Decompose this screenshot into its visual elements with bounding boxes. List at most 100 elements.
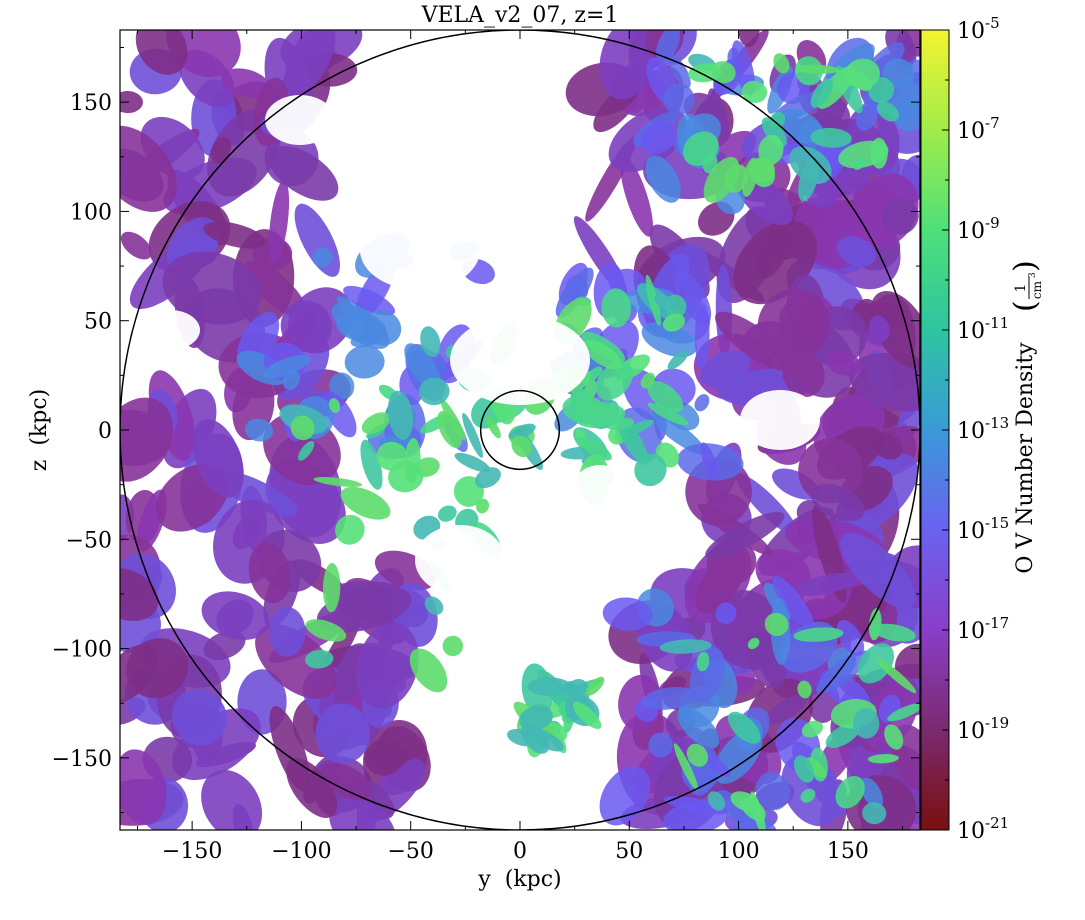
colorbar-tick-power: -9 [985, 214, 1000, 232]
density-blob [872, 623, 916, 642]
y-tick-label: 150 [70, 91, 112, 116]
density-blob [857, 643, 895, 684]
colorbar-unit-numerator: 1 [1013, 284, 1029, 293]
density-blob [645, 155, 681, 203]
colorbar-tick-power: -15 [985, 514, 1009, 532]
density-blob [741, 80, 768, 103]
density-blob [162, 251, 262, 325]
density-blob [826, 351, 862, 376]
density-blob [836, 619, 865, 656]
density-blob [305, 619, 347, 642]
chart-title: VELA_v2_07, z=1 [421, 3, 619, 28]
density-blob [210, 136, 232, 164]
y-tick-label: −100 [52, 638, 112, 663]
void-region [140, 310, 200, 350]
density-blob [653, 294, 679, 311]
density-blob [316, 585, 412, 633]
colorbar-tick-label: 10-7 [957, 114, 1000, 144]
x-tick-label: 50 [615, 839, 643, 864]
density-blob [882, 58, 915, 89]
density-blob [126, 638, 189, 699]
colorbar-label: O V Number Density ( 1 cm 3 ) [1008, 260, 1044, 573]
density-blob [853, 708, 880, 739]
density-blob [677, 707, 720, 749]
void-region [530, 575, 590, 625]
x-tick-label: 0 [513, 839, 527, 864]
density-blob [810, 484, 865, 522]
colorbar-tick-base: 10 [957, 819, 985, 844]
density-blob [248, 542, 291, 604]
density-blob [700, 442, 719, 481]
x-tick-label: −150 [162, 839, 222, 864]
density-blob [617, 418, 649, 466]
density-blob [641, 321, 698, 358]
y-tick-label: −50 [66, 528, 112, 553]
colorbar-unit-denominator: cm [1030, 280, 1044, 299]
density-blob [263, 355, 311, 379]
density-blob [894, 96, 920, 131]
density-blob [120, 231, 152, 260]
density-blob [171, 688, 227, 746]
density-blob [765, 694, 808, 724]
density-blob [244, 260, 307, 318]
colorbar-tick-base: 10 [957, 419, 985, 444]
density-blob [705, 511, 785, 559]
density-blob [641, 121, 677, 155]
x-tick-label: −100 [271, 839, 331, 864]
colorbar-ticks: 10-510-710-910-1110-1310-1510-1710-1910-… [942, 14, 1009, 844]
void-region [360, 210, 480, 290]
density-blob [344, 345, 385, 379]
density-blob [120, 749, 167, 825]
density-blob [599, 766, 651, 826]
colorbar-tick-label: 10-21 [957, 814, 1009, 844]
density-blob [673, 743, 699, 791]
density-blob [361, 412, 391, 434]
density-blob [486, 416, 501, 439]
density-blob [648, 732, 673, 758]
density-blob [454, 452, 491, 473]
density-blob [519, 705, 553, 731]
density-blob [418, 377, 450, 406]
density-blob [662, 313, 686, 332]
colorbar-tick-label: 10-17 [957, 614, 1009, 644]
density-blob [764, 612, 789, 637]
density-blob [810, 127, 852, 148]
density-blob [201, 769, 263, 830]
x-axis: −150 −100 −50 0 50 100 150 [136, 30, 904, 864]
density-blob [793, 627, 844, 642]
void-region [450, 315, 590, 405]
density-blob [850, 72, 873, 92]
y-tick-label: −150 [52, 747, 112, 772]
density-blob [659, 639, 712, 654]
x-tick-label: −50 [387, 839, 433, 864]
density-blob [881, 198, 919, 235]
density-blob [387, 390, 414, 440]
density-blob [663, 800, 729, 830]
density-blob [120, 397, 173, 482]
density-blob [656, 30, 680, 63]
density-blob [825, 722, 861, 748]
density-blob [727, 711, 761, 744]
density-blob [305, 649, 334, 669]
inner-radius-circle [479, 389, 561, 471]
radius-circles [120, 30, 920, 830]
colorbar-tick-label: 10-5 [957, 14, 1000, 44]
density-blob [795, 64, 840, 74]
colorbar-tick-power: -13 [985, 414, 1009, 432]
density-blob [702, 751, 731, 778]
density-blob [120, 568, 159, 622]
colorbar-tick-base: 10 [957, 319, 985, 344]
y-tick-label: 100 [70, 200, 112, 225]
colorbar-unit-open-paren: ( [1008, 300, 1043, 312]
density-blob [748, 157, 775, 183]
density-blob [772, 575, 815, 631]
density-blob [192, 419, 244, 498]
density-blob [683, 131, 719, 166]
colorbar-tick-label: 10-13 [957, 414, 1009, 444]
density-blob [867, 753, 899, 764]
density-blob [860, 777, 883, 809]
density-blob [282, 369, 300, 391]
density-blob [335, 514, 365, 545]
density-blob [474, 467, 501, 489]
